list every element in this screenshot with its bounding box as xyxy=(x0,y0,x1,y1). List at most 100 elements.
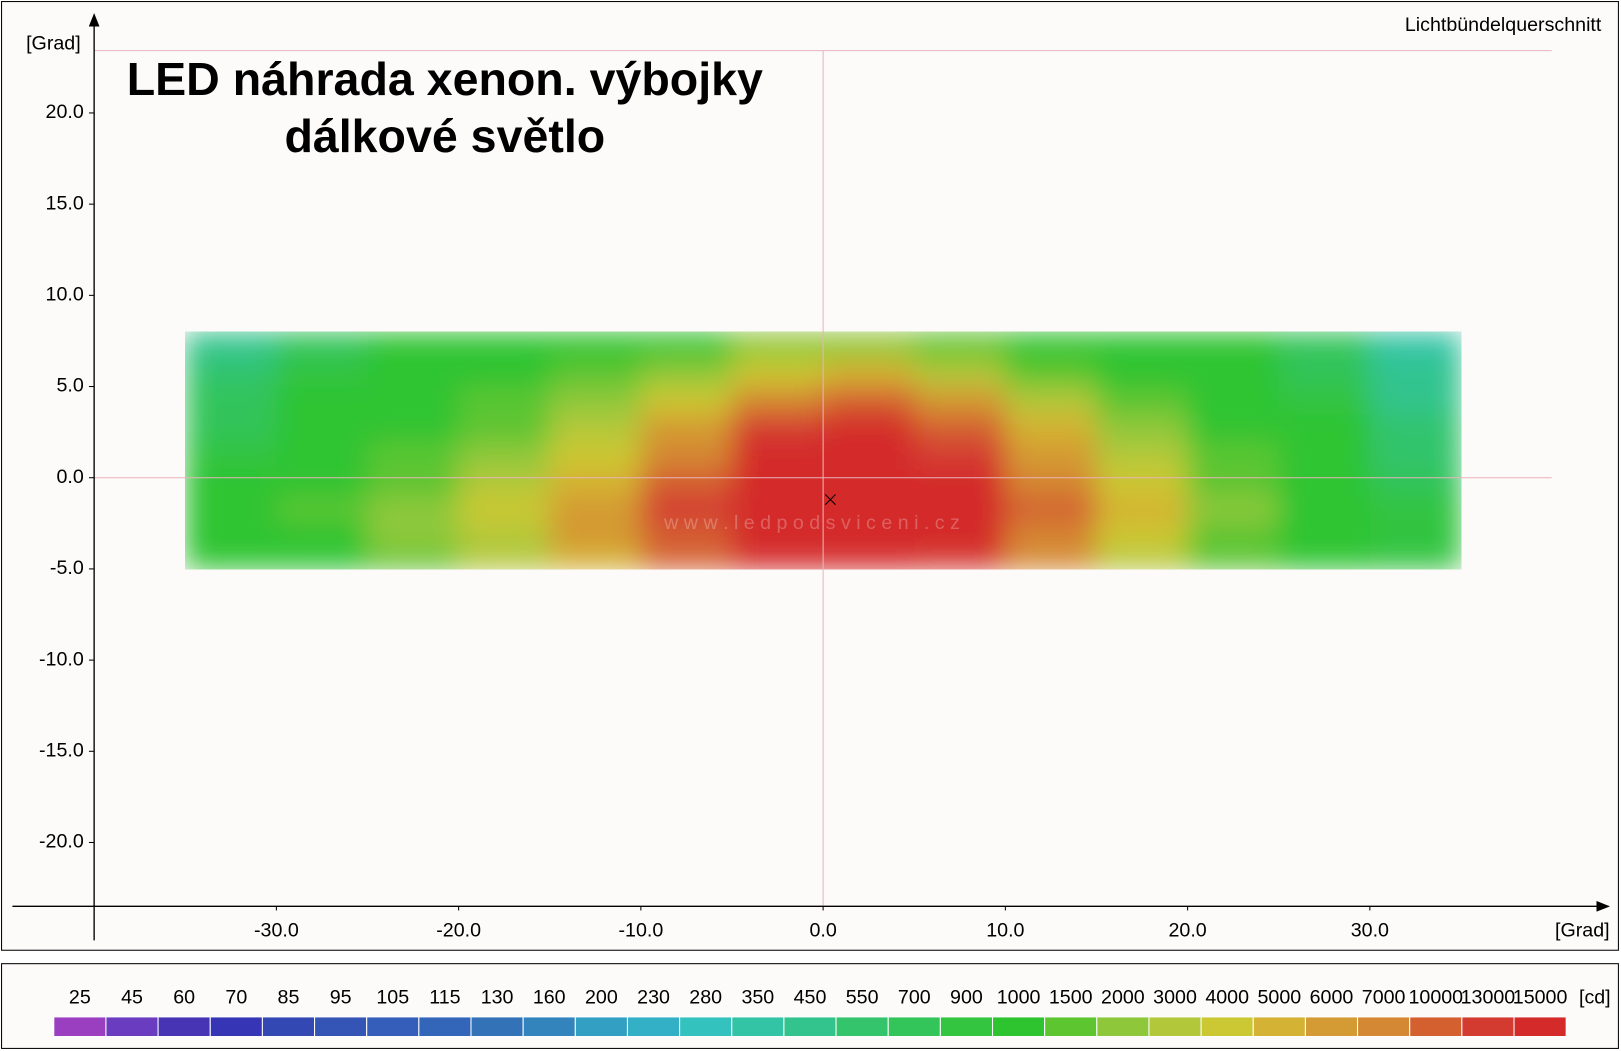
colorbar-label: 25 xyxy=(69,986,91,1008)
heat-cell xyxy=(185,468,277,497)
colorbar-label: 60 xyxy=(173,986,195,1008)
heat-cell xyxy=(367,550,460,570)
corner-label: Lichtbündelquerschnitt xyxy=(1405,14,1602,36)
heat-cell xyxy=(1369,441,1462,470)
heat-cell xyxy=(276,495,369,524)
heat-cell xyxy=(549,441,642,470)
heat-cell xyxy=(1278,523,1371,552)
colorbar-swatch xyxy=(470,1016,524,1038)
heat-cell xyxy=(1278,495,1371,524)
heat-cell xyxy=(458,331,551,360)
colorbar-swatch xyxy=(1200,1016,1254,1038)
colorbar-swatch xyxy=(209,1016,263,1038)
y-tick-label: -15.0 xyxy=(39,739,84,761)
chart-title: dálkové světlo xyxy=(284,110,605,162)
heat-cell xyxy=(731,359,824,388)
colorbar-label: 13000 xyxy=(1461,986,1516,1008)
heat-cell xyxy=(1187,331,1280,360)
heat-cell xyxy=(458,441,551,470)
colorbar-swatch xyxy=(314,1016,368,1038)
heat-cell xyxy=(549,523,642,552)
heat-cell xyxy=(276,331,369,360)
y-tick-label: 5.0 xyxy=(56,375,83,397)
y-tick-label: 0.0 xyxy=(56,466,83,488)
heat-cell xyxy=(549,331,642,360)
heat-cell xyxy=(458,495,551,524)
colorbar-swatch xyxy=(366,1016,420,1038)
heat-cell xyxy=(914,468,1006,497)
heat-cell xyxy=(276,523,369,552)
x-tick-label: -20.0 xyxy=(436,919,481,941)
heat-cell xyxy=(1278,331,1371,360)
heat-cell xyxy=(1187,523,1280,552)
heat-cell xyxy=(1278,550,1371,570)
heat-cell xyxy=(367,441,460,470)
heat-cell xyxy=(367,468,460,497)
heat-cell xyxy=(1278,386,1371,415)
heat-cell xyxy=(731,413,824,442)
heat-cell xyxy=(1096,331,1189,360)
heat-cell xyxy=(367,413,460,442)
colorbar-label: 280 xyxy=(689,986,722,1008)
colorbar-swatch xyxy=(626,1016,681,1038)
colorbar-unit: [cd] xyxy=(1579,986,1611,1008)
heat-cell xyxy=(914,331,1006,360)
colorbar-swatch xyxy=(1252,1016,1306,1038)
heat-cell xyxy=(1005,413,1097,442)
heat-cell xyxy=(823,550,915,570)
heat-cell xyxy=(1187,386,1280,415)
heat-cell xyxy=(1369,413,1462,442)
x-tick-label: 0.0 xyxy=(809,919,836,941)
heat-cell xyxy=(914,386,1006,415)
colorbar-swatch xyxy=(1304,1016,1359,1038)
heat-cell xyxy=(185,331,277,360)
y-tick-label: 20.0 xyxy=(46,101,84,123)
heat-cell xyxy=(1005,331,1097,360)
x-axis-label: [Grad] xyxy=(1555,919,1610,941)
heat-cell xyxy=(1369,386,1462,415)
heat-cell xyxy=(823,468,915,497)
y-tick-label: 10.0 xyxy=(46,284,84,306)
colorbar-swatch xyxy=(783,1016,837,1038)
heat-cell xyxy=(1369,523,1462,552)
heat-cell xyxy=(1187,359,1280,388)
heat-cell xyxy=(640,413,733,442)
heat-cell xyxy=(1005,386,1097,415)
heat-cell xyxy=(458,359,551,388)
colorbar-label: 450 xyxy=(794,986,827,1008)
heat-cell xyxy=(549,550,642,570)
heat-cell xyxy=(549,495,642,524)
heat-cell xyxy=(731,550,824,570)
colorbar-label: 200 xyxy=(585,986,618,1008)
colorbar-label: 5000 xyxy=(1257,986,1301,1008)
heat-cell xyxy=(914,550,1006,570)
y-tick-label: -5.0 xyxy=(50,557,84,579)
heat-cell xyxy=(914,441,1006,470)
heat-cell xyxy=(1096,441,1189,470)
colorbar-swatch xyxy=(105,1016,159,1038)
heat-cell xyxy=(458,386,551,415)
heat-cell xyxy=(1005,523,1097,552)
x-tick-label: 20.0 xyxy=(1168,919,1206,941)
colorbar-label: 1000 xyxy=(997,986,1041,1008)
heat-cell xyxy=(731,523,824,552)
colorbar-label: 10000 xyxy=(1408,986,1463,1008)
heat-cell xyxy=(731,331,824,360)
colorbar-label: 1500 xyxy=(1049,986,1093,1008)
heat-cell xyxy=(1005,468,1097,497)
x-tick-label: -30.0 xyxy=(254,919,299,941)
heat-cell xyxy=(276,468,369,497)
heat-cell xyxy=(1096,386,1189,415)
heat-cell xyxy=(185,550,277,570)
colorbar-swatch xyxy=(157,1016,211,1038)
heat-cell xyxy=(1187,468,1280,497)
heat-cell xyxy=(1096,359,1189,388)
heat-cell xyxy=(185,386,277,415)
heat-cell xyxy=(914,359,1006,388)
heat-cell xyxy=(1369,468,1462,497)
colorbar-swatch xyxy=(1357,1016,1411,1038)
heat-cell xyxy=(1369,495,1462,524)
colorbar-label: 2000 xyxy=(1101,986,1145,1008)
heat-cell xyxy=(1369,550,1462,570)
